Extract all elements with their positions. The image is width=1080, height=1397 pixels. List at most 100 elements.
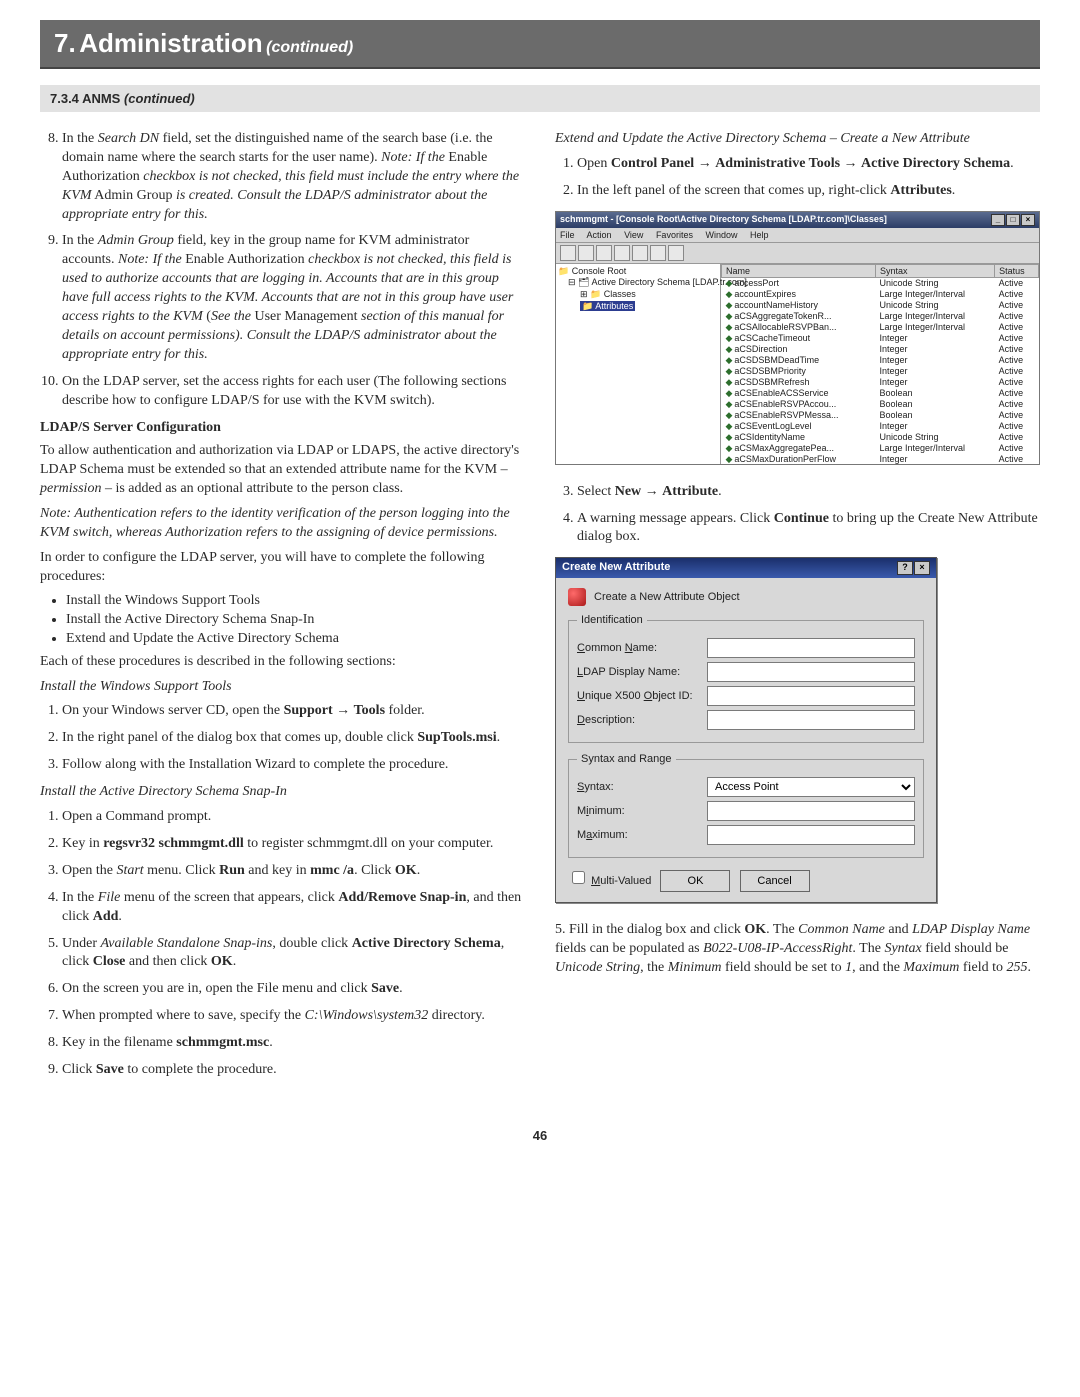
inst-ad-8: Key in the filename schmmgmt.msc. (62, 1034, 525, 1053)
ldap-name-input[interactable] (707, 662, 915, 682)
multivalued-label: Multi-Valued (591, 875, 651, 887)
step-9: In the Admin Group field, key in the gro… (62, 232, 525, 364)
maximum-label: Maximum: (577, 829, 707, 841)
bullet-3: Extend and Update the Active Directory S… (66, 631, 525, 647)
ok-button[interactable]: OK (660, 870, 730, 892)
maximum-input[interactable] (707, 825, 915, 845)
maximize-icon[interactable]: □ (1006, 214, 1020, 226)
chapter-title: Administration (79, 28, 262, 58)
inst-ad-6: On the screen you are in, open the File … (62, 980, 525, 999)
page-number: 46 (40, 1128, 1040, 1143)
cancel-button[interactable]: Cancel (740, 870, 810, 892)
table-row[interactable]: ◆aCSEnableRSVPAccou...BooleanActive (722, 399, 1039, 410)
tool-icon[interactable] (632, 245, 648, 261)
dialog-controls: ?× (896, 561, 930, 575)
description-input[interactable] (707, 710, 915, 730)
section-header: 7.3.4 ANMS (continued) (40, 85, 1040, 112)
table-row[interactable]: ◆accountNameHistoryUnicode StringActive (722, 300, 1039, 311)
tool-icon[interactable] (668, 245, 684, 261)
menu-file[interactable]: File (560, 230, 575, 240)
chapter-number: 7. (54, 28, 76, 58)
chapter-continued: (continued) (266, 39, 353, 56)
col-syntax[interactable]: Syntax (875, 264, 994, 277)
inst-ad-2: Key in regsvr32 schmmgmt.dll to register… (62, 835, 525, 854)
tool-icon[interactable] (578, 245, 594, 261)
table-row[interactable]: ◆aCSEnableRSVPMessa...BooleanActive (722, 410, 1039, 421)
identification-legend: Identification (577, 614, 647, 626)
inst-win-2: In the right panel of the dialog box tha… (62, 729, 525, 748)
bullet-1: Install the Windows Support Tools (66, 593, 525, 609)
menu-window[interactable]: Window (705, 230, 737, 240)
close-icon[interactable]: × (914, 561, 930, 575)
inst-win-1: On your Windows server CD, open the Supp… (62, 702, 525, 721)
table-row[interactable]: ◆aCSDSBMDeadTimeIntegerActive (722, 355, 1039, 366)
oid-input[interactable] (707, 686, 915, 706)
minimum-input[interactable] (707, 801, 915, 821)
install-ad-heading: Install the Active Directory Schema Snap… (40, 783, 525, 802)
close-icon[interactable]: × (1021, 214, 1035, 226)
syntax-legend: Syntax and Range (577, 753, 676, 765)
table-row[interactable]: ◆accessPortUnicode StringActive (722, 277, 1039, 289)
chapter-header: 7. Administration (continued) (40, 20, 1040, 69)
col-status[interactable]: Status (995, 264, 1039, 277)
inst-ad-9: Click Save to complete the procedure. (62, 1061, 525, 1080)
tool-icon[interactable] (560, 245, 576, 261)
table-row[interactable]: ◆aCSDSBMRefreshIntegerActive (722, 377, 1039, 388)
syntax-select[interactable]: Access Point (707, 777, 915, 797)
ext-step-5: 5. Fill in the dialog box and click OK. … (555, 921, 1040, 978)
left-column: In the Search DN field, set the distingu… (40, 124, 525, 1088)
menu-action[interactable]: Action (587, 230, 612, 240)
ext-step-4: A warning message appears. Click Continu… (577, 510, 1040, 548)
table-row[interactable]: ◆accountExpiresLarge Integer/IntervalAct… (722, 289, 1039, 300)
table-row[interactable]: ◆aCSEnableACSServiceBooleanActive (722, 388, 1039, 399)
inst-win-3: Follow along with the Installation Wizar… (62, 756, 525, 775)
minimize-icon[interactable]: _ (991, 214, 1005, 226)
common-name-input[interactable] (707, 638, 915, 658)
ldaps-heading: LDAP/S Server Configuration (40, 420, 525, 436)
table-row[interactable]: ◆aCSEventLogLevelIntegerActive (722, 421, 1039, 432)
tree-pane[interactable]: 📁 Console Root ⊟ 🗂 Active Directory Sche… (556, 264, 721, 464)
attribute-icon (568, 588, 586, 606)
inst-ad-4: In the File menu of the screen that appe… (62, 889, 525, 927)
extend-heading: Extend and Update the Active Directory S… (555, 130, 1040, 149)
tool-icon[interactable] (650, 245, 666, 261)
bullet-2: Install the Active Directory Schema Snap… (66, 612, 525, 628)
ext-step-3: Select New → Attribute. (577, 483, 1040, 502)
oid-label: Unique X500 Object ID: (577, 690, 707, 702)
window-controls: _□× (990, 214, 1035, 226)
tool-icon[interactable] (596, 245, 612, 261)
inst-ad-7: When prompted where to save, specify the… (62, 1007, 525, 1026)
syntax-label: Syntax: (577, 781, 707, 793)
table-row[interactable]: ◆aCSDSBMPriorityIntegerActive (722, 366, 1039, 377)
section-number: 7.3.4 (50, 91, 79, 106)
table-row[interactable]: ◆aCSIdentityNameUnicode StringActive (722, 432, 1039, 443)
table-row[interactable]: ◆aCSAggregateTokenR...Large Integer/Inte… (722, 311, 1039, 322)
menu-help[interactable]: Help (750, 230, 769, 240)
help-icon[interactable]: ? (897, 561, 913, 575)
step-8: In the Search DN field, set the distingu… (62, 130, 525, 224)
minimum-label: Minimum: (577, 805, 707, 817)
dialog-title: Create New Attribute (562, 561, 670, 575)
window-title: schmmgmt - [Console Root\Active Director… (560, 214, 887, 226)
table-row[interactable]: ◆aCSAllocableRSVPBan...Large Integer/Int… (722, 322, 1039, 333)
identification-group: Identification Common Name: LDAP Display… (568, 614, 924, 743)
common-name-label: Common Name: (577, 642, 707, 654)
dialog-heading: Create a New Attribute Object (594, 591, 740, 603)
menu-view[interactable]: View (624, 230, 643, 240)
list-pane[interactable]: Name Syntax Status ◆accessPortUnicode St… (721, 264, 1039, 464)
menu-favorites[interactable]: Favorites (656, 230, 693, 240)
multivalued-row: Multi-Valued OK Cancel (568, 868, 924, 892)
toolbar (556, 243, 1039, 264)
col-name[interactable]: Name (722, 264, 876, 277)
ad-schema-screenshot: schmmgmt - [Console Root\Active Director… (555, 211, 1040, 465)
table-row[interactable]: ◆aCSDirectionIntegerActive (722, 344, 1039, 355)
table-row[interactable]: ◆aCSCacheTimeoutIntegerActive (722, 333, 1039, 344)
table-row[interactable]: ◆aCSMaxAggregatePea...Large Integer/Inte… (722, 443, 1039, 454)
section-title: ANMS (82, 91, 120, 106)
tool-icon[interactable] (614, 245, 630, 261)
multivalued-checkbox[interactable] (572, 871, 585, 884)
right-column: Extend and Update the Active Directory S… (555, 124, 1040, 1088)
inst-ad-1: Open a Command prompt. (62, 808, 525, 827)
table-row[interactable]: ◆aCSMaxDurationPerFlowIntegerActive (722, 454, 1039, 464)
section-continued: (continued) (124, 91, 195, 106)
